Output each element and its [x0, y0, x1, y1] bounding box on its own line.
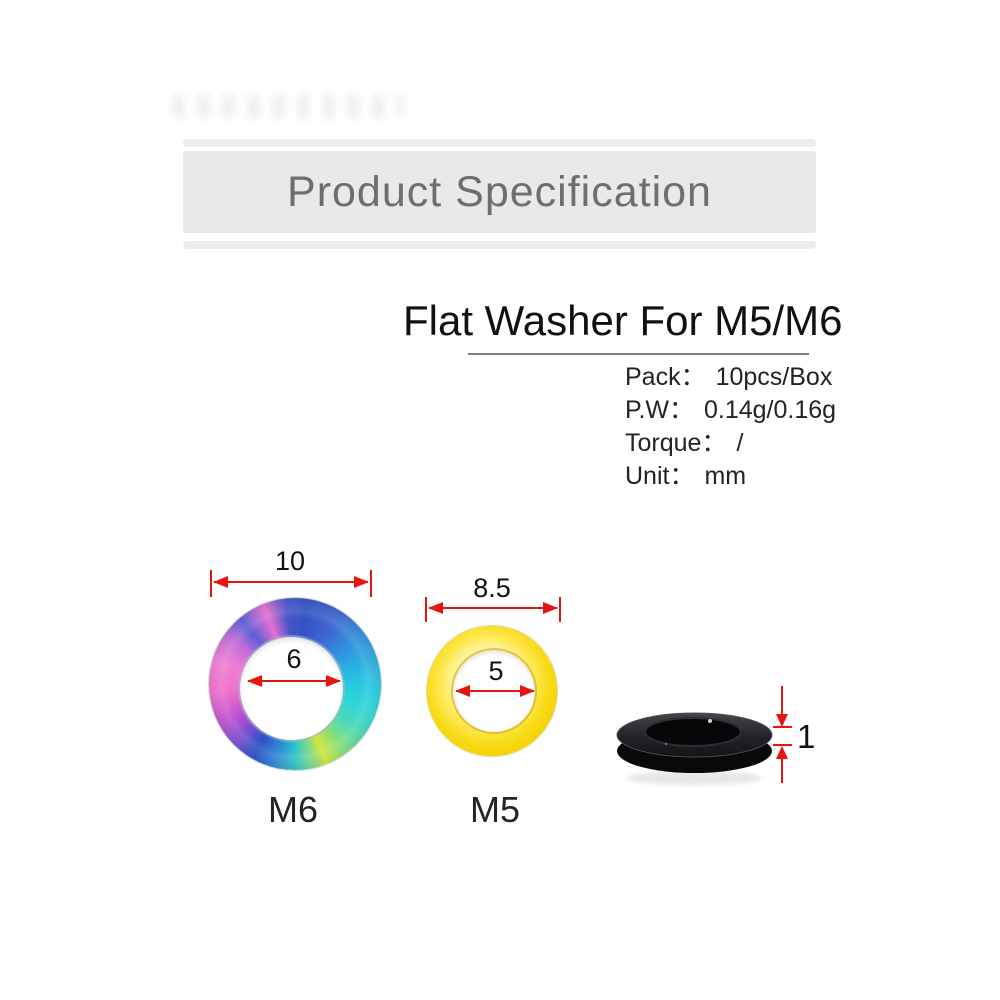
- spec-value: /: [736, 429, 744, 457]
- side-view-washer-black: [616, 712, 773, 785]
- spec-row-pw: P.W： 0.14g/0.16g: [625, 394, 836, 427]
- product-title: Flat Washer For M5/M6: [403, 297, 843, 344]
- washer-highlight-speck: [708, 719, 712, 723]
- m6-label: M6: [267, 789, 319, 830]
- banner: Product Specification: [183, 151, 816, 233]
- title-underline: [468, 353, 809, 355]
- spec-list: Pack： 10pcs/Box P.W： 0.14g/0.16g Torque： / …: [625, 361, 836, 493]
- thickness-dim-arrow-lower: [776, 746, 788, 783]
- m6-washer-hole: [240, 637, 343, 740]
- banner-top-strip: [183, 139, 816, 147]
- spec-label: P.W：: [625, 396, 694, 424]
- m5-inner-dim-arrow: [455, 685, 535, 697]
- m6-outer-dim-tick-left: [210, 570, 212, 597]
- thickness-value: 1: [797, 718, 816, 755]
- spec-label: Pack：: [625, 363, 706, 391]
- faint-watermark: [172, 94, 404, 118]
- spec-row-pack: Pack： 10pcs/Box: [625, 361, 836, 394]
- washer-hole: [644, 717, 742, 747]
- m6-inner-diameter-value: 6: [286, 644, 302, 674]
- spec-value: 10pcs/Box: [715, 363, 833, 391]
- banner-bottom-strip: [183, 241, 816, 249]
- spec-row-unit: Unit： mm: [625, 460, 836, 493]
- spec-label: Unit：: [625, 462, 695, 490]
- m5-outer-dim-arrow: [428, 602, 558, 614]
- m6-inner-dim-arrow: [247, 675, 341, 687]
- thickness-dim-tick-top: [773, 726, 792, 728]
- thickness-dim-arrow-upper: [776, 686, 788, 727]
- spec-value: 0.14g/0.16g: [704, 396, 837, 424]
- spec-row-torque: Torque： /: [625, 427, 836, 460]
- m6-outer-diameter-value: 10: [274, 546, 306, 576]
- m5-outer-diameter-value: 8.5: [473, 573, 511, 603]
- m5-outer-dim-tick-left: [425, 597, 427, 622]
- spec-value: mm: [704, 462, 747, 490]
- banner-title: Product Specification: [287, 167, 712, 216]
- m5-outer-dim-tick-right: [559, 597, 561, 622]
- washer-highlight-speck-2: [664, 742, 668, 746]
- spec-label: Torque：: [625, 429, 727, 457]
- m5-label: M5: [469, 789, 521, 830]
- m6-outer-dim-arrow: [213, 576, 369, 588]
- washer-shadow: [626, 771, 762, 785]
- m5-inner-diameter-value: 5: [488, 656, 504, 686]
- m6-outer-dim-tick-right: [370, 570, 372, 597]
- thickness-dim-tick-bottom: [773, 744, 792, 746]
